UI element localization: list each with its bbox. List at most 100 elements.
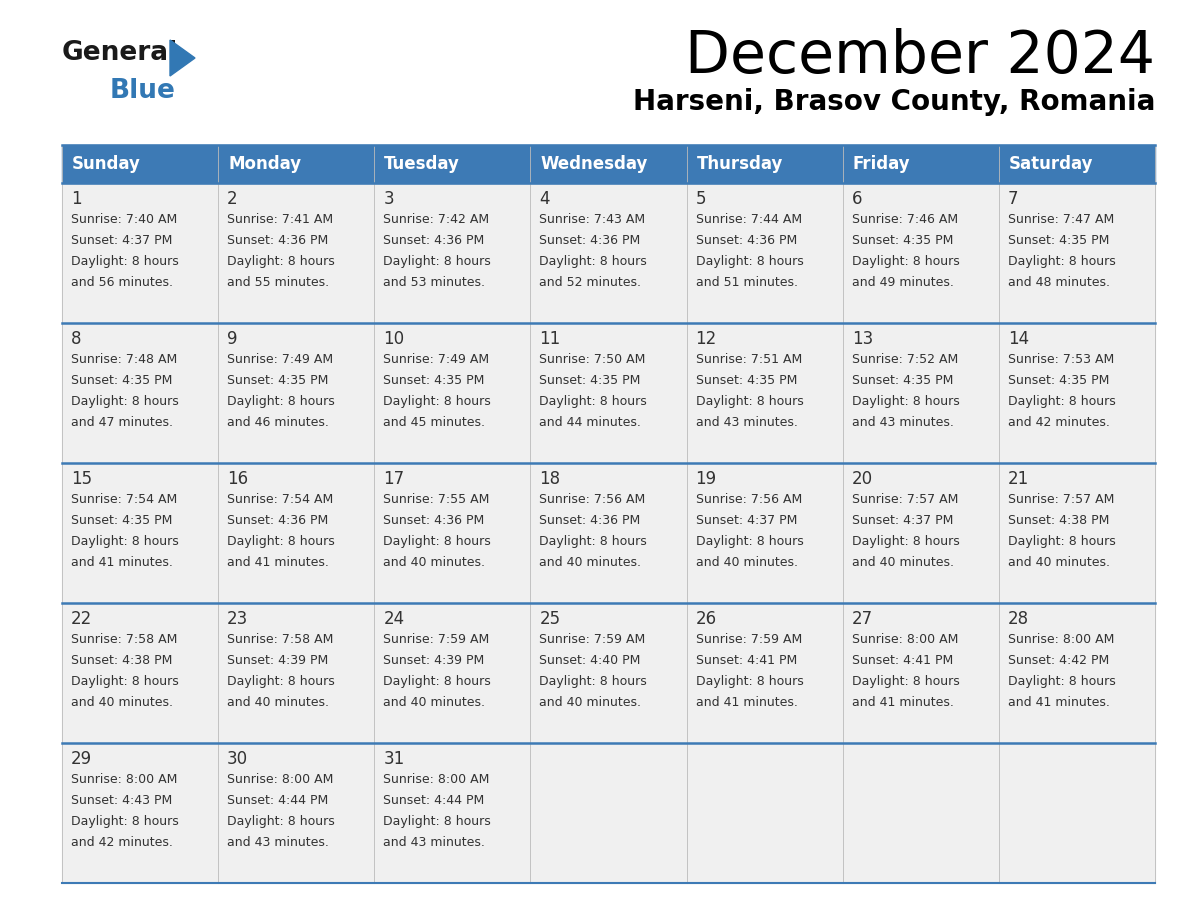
Text: Daylight: 8 hours: Daylight: 8 hours — [227, 815, 335, 828]
Bar — [530, 463, 687, 603]
Bar — [842, 603, 999, 743]
Text: Sunday: Sunday — [72, 155, 141, 173]
Text: Sunset: 4:35 PM: Sunset: 4:35 PM — [539, 374, 640, 387]
Text: 16: 16 — [227, 470, 248, 488]
Text: Daylight: 8 hours: Daylight: 8 hours — [227, 395, 335, 408]
Text: Sunset: 4:35 PM: Sunset: 4:35 PM — [852, 374, 953, 387]
Text: Blue: Blue — [110, 78, 176, 104]
Text: and 40 minutes.: and 40 minutes. — [384, 696, 485, 709]
Text: Wednesday: Wednesday — [541, 155, 647, 173]
Text: and 40 minutes.: and 40 minutes. — [852, 556, 954, 569]
Text: 27: 27 — [852, 610, 873, 628]
Text: Daylight: 8 hours: Daylight: 8 hours — [539, 255, 647, 268]
Text: Monday: Monday — [228, 155, 302, 173]
Text: Saturday: Saturday — [1009, 155, 1093, 173]
Text: December 2024: December 2024 — [685, 28, 1155, 85]
Text: and 41 minutes.: and 41 minutes. — [1007, 696, 1110, 709]
Text: and 47 minutes.: and 47 minutes. — [71, 416, 173, 429]
Text: and 45 minutes.: and 45 minutes. — [384, 416, 485, 429]
Text: and 48 minutes.: and 48 minutes. — [1007, 276, 1110, 289]
Text: and 40 minutes.: and 40 minutes. — [1007, 556, 1110, 569]
Bar — [62, 145, 219, 183]
Text: Sunrise: 7:59 AM: Sunrise: 7:59 AM — [539, 633, 646, 646]
Text: Daylight: 8 hours: Daylight: 8 hours — [539, 675, 647, 688]
Bar — [374, 145, 530, 183]
Text: Sunset: 4:35 PM: Sunset: 4:35 PM — [384, 374, 485, 387]
Text: Sunset: 4:40 PM: Sunset: 4:40 PM — [539, 654, 640, 667]
Bar — [687, 463, 842, 603]
Text: 8: 8 — [71, 330, 82, 348]
Text: Sunrise: 7:59 AM: Sunrise: 7:59 AM — [384, 633, 489, 646]
Text: and 53 minutes.: and 53 minutes. — [384, 276, 485, 289]
Bar — [219, 183, 374, 323]
Text: Sunset: 4:36 PM: Sunset: 4:36 PM — [384, 234, 485, 247]
Text: and 43 minutes.: and 43 minutes. — [695, 416, 797, 429]
Bar — [530, 183, 687, 323]
Text: and 41 minutes.: and 41 minutes. — [695, 696, 797, 709]
Text: Sunrise: 7:52 AM: Sunrise: 7:52 AM — [852, 353, 958, 366]
Text: and 40 minutes.: and 40 minutes. — [227, 696, 329, 709]
Text: Sunrise: 7:58 AM: Sunrise: 7:58 AM — [227, 633, 334, 646]
Text: Sunrise: 7:57 AM: Sunrise: 7:57 AM — [1007, 493, 1114, 506]
Text: 3: 3 — [384, 190, 394, 208]
Text: Sunset: 4:44 PM: Sunset: 4:44 PM — [384, 794, 485, 807]
Text: Sunset: 4:35 PM: Sunset: 4:35 PM — [695, 374, 797, 387]
Text: and 40 minutes.: and 40 minutes. — [539, 696, 642, 709]
Bar — [530, 323, 687, 463]
Text: Sunset: 4:36 PM: Sunset: 4:36 PM — [539, 234, 640, 247]
Text: Daylight: 8 hours: Daylight: 8 hours — [539, 395, 647, 408]
Text: Daylight: 8 hours: Daylight: 8 hours — [384, 535, 491, 548]
Text: and 46 minutes.: and 46 minutes. — [227, 416, 329, 429]
Text: Sunset: 4:42 PM: Sunset: 4:42 PM — [1007, 654, 1110, 667]
Text: 5: 5 — [695, 190, 706, 208]
Text: Sunrise: 8:00 AM: Sunrise: 8:00 AM — [1007, 633, 1114, 646]
Text: Daylight: 8 hours: Daylight: 8 hours — [227, 255, 335, 268]
Text: Sunrise: 7:43 AM: Sunrise: 7:43 AM — [539, 213, 645, 226]
Text: Sunset: 4:39 PM: Sunset: 4:39 PM — [384, 654, 485, 667]
Text: 20: 20 — [852, 470, 873, 488]
Text: and 43 minutes.: and 43 minutes. — [852, 416, 954, 429]
Text: Daylight: 8 hours: Daylight: 8 hours — [852, 535, 960, 548]
Text: and 41 minutes.: and 41 minutes. — [852, 696, 954, 709]
Bar — [219, 743, 374, 883]
Text: and 43 minutes.: and 43 minutes. — [227, 836, 329, 849]
Text: Sunrise: 7:55 AM: Sunrise: 7:55 AM — [384, 493, 489, 506]
Text: Sunrise: 7:53 AM: Sunrise: 7:53 AM — [1007, 353, 1114, 366]
Text: Sunrise: 7:58 AM: Sunrise: 7:58 AM — [71, 633, 177, 646]
Text: Daylight: 8 hours: Daylight: 8 hours — [1007, 535, 1116, 548]
Text: Sunset: 4:37 PM: Sunset: 4:37 PM — [695, 514, 797, 527]
Text: Thursday: Thursday — [696, 155, 783, 173]
Text: Sunrise: 7:49 AM: Sunrise: 7:49 AM — [384, 353, 489, 366]
Text: Sunrise: 8:00 AM: Sunrise: 8:00 AM — [227, 773, 334, 786]
Text: Sunrise: 7:40 AM: Sunrise: 7:40 AM — [71, 213, 177, 226]
Text: Sunrise: 7:59 AM: Sunrise: 7:59 AM — [695, 633, 802, 646]
Text: 2: 2 — [227, 190, 238, 208]
Text: Daylight: 8 hours: Daylight: 8 hours — [384, 395, 491, 408]
Text: Sunrise: 7:57 AM: Sunrise: 7:57 AM — [852, 493, 958, 506]
Text: Sunset: 4:38 PM: Sunset: 4:38 PM — [71, 654, 172, 667]
Text: Sunrise: 7:42 AM: Sunrise: 7:42 AM — [384, 213, 489, 226]
Text: Sunset: 4:35 PM: Sunset: 4:35 PM — [71, 514, 172, 527]
Text: Daylight: 8 hours: Daylight: 8 hours — [539, 535, 647, 548]
Text: Sunset: 4:39 PM: Sunset: 4:39 PM — [227, 654, 328, 667]
Text: Daylight: 8 hours: Daylight: 8 hours — [384, 815, 491, 828]
Text: Daylight: 8 hours: Daylight: 8 hours — [852, 675, 960, 688]
Text: Sunset: 4:35 PM: Sunset: 4:35 PM — [1007, 234, 1110, 247]
Bar — [374, 743, 530, 883]
Bar — [62, 743, 219, 883]
Text: and 43 minutes.: and 43 minutes. — [384, 836, 485, 849]
Text: Daylight: 8 hours: Daylight: 8 hours — [695, 395, 803, 408]
Bar — [999, 323, 1155, 463]
Text: Sunset: 4:35 PM: Sunset: 4:35 PM — [852, 234, 953, 247]
Text: 12: 12 — [695, 330, 716, 348]
Text: 14: 14 — [1007, 330, 1029, 348]
Text: 24: 24 — [384, 610, 404, 628]
Bar — [842, 463, 999, 603]
Text: Sunset: 4:36 PM: Sunset: 4:36 PM — [384, 514, 485, 527]
Text: Daylight: 8 hours: Daylight: 8 hours — [695, 675, 803, 688]
Bar — [219, 145, 374, 183]
Text: Daylight: 8 hours: Daylight: 8 hours — [71, 535, 178, 548]
Text: 23: 23 — [227, 610, 248, 628]
Text: and 44 minutes.: and 44 minutes. — [539, 416, 642, 429]
Text: and 52 minutes.: and 52 minutes. — [539, 276, 642, 289]
